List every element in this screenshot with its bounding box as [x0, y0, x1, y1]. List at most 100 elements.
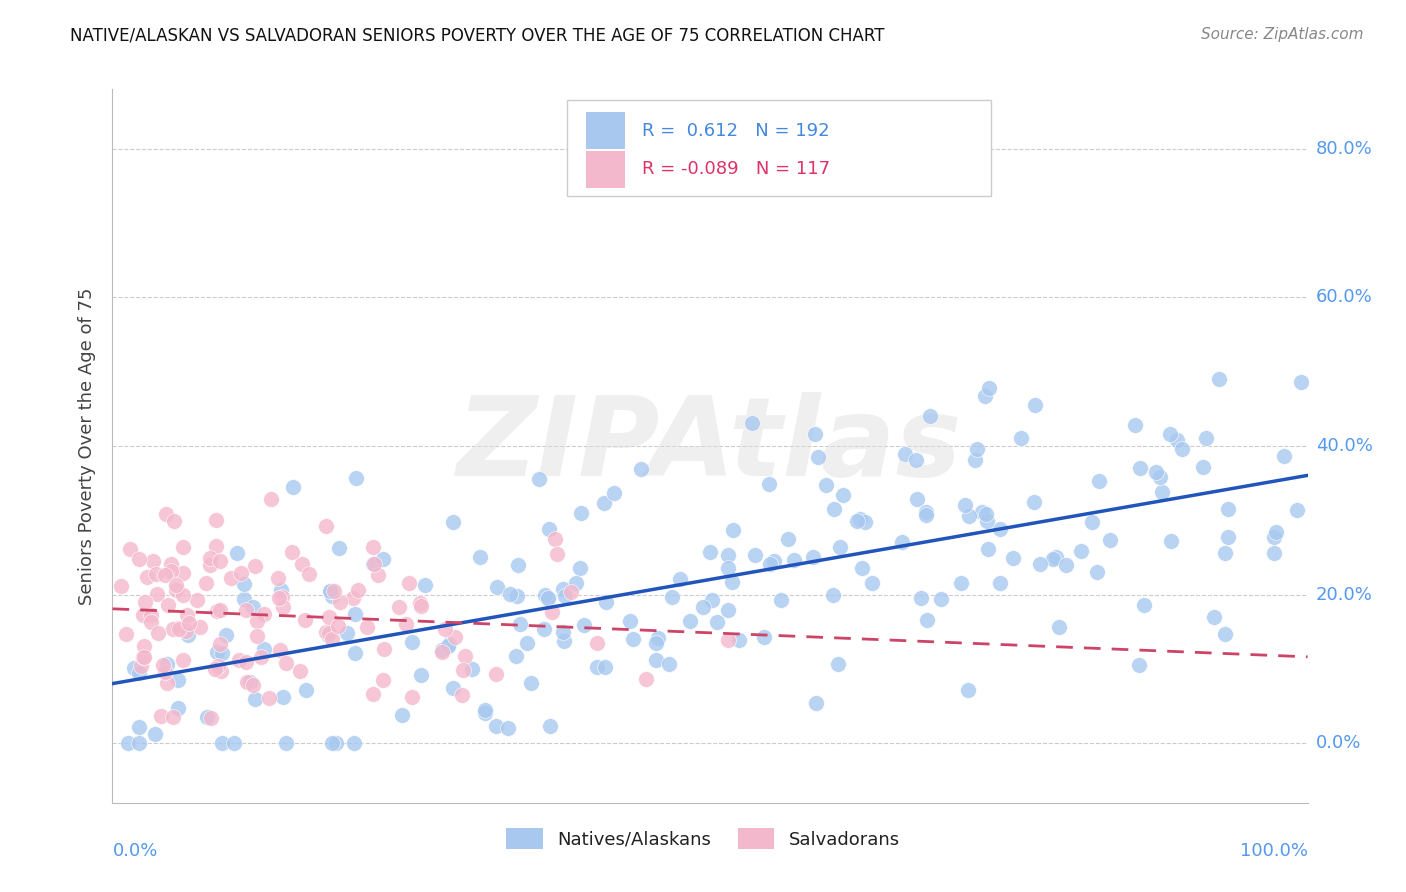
Point: [717, 603, 740, 617]
Point: [145, 566, 167, 581]
Point: [915, 613, 938, 627]
Point: [918, 409, 941, 424]
Point: [904, 453, 927, 467]
Point: [543, 532, 565, 546]
Point: [281, 544, 304, 558]
Point: [146, 625, 169, 640]
Point: [231, 566, 253, 580]
Point: [117, 736, 139, 750]
Point: [1028, 557, 1050, 571]
Text: NATIVE/ALASKAN VS SALVADORAN SENIORS POVERTY OVER THE AGE OF 75 CORRELATION CHAR: NATIVE/ALASKAN VS SALVADORAN SENIORS POV…: [70, 27, 884, 45]
Point: [460, 662, 482, 676]
Point: [586, 659, 609, 673]
Point: [1150, 485, 1173, 500]
Point: [963, 453, 986, 467]
Point: [205, 513, 228, 527]
Point: [141, 608, 163, 623]
Point: [957, 509, 980, 524]
Point: [485, 719, 508, 733]
Text: 80.0%: 80.0%: [1316, 140, 1372, 158]
Point: [1010, 431, 1032, 445]
Point: [508, 558, 530, 573]
Point: [1099, 533, 1122, 547]
Point: [586, 635, 609, 649]
Point: [1192, 460, 1215, 475]
Point: [1195, 431, 1218, 445]
Point: [361, 558, 384, 572]
Point: [830, 540, 852, 554]
Point: [988, 522, 1011, 536]
Point: [474, 706, 496, 720]
Point: [966, 442, 988, 456]
Point: [645, 653, 668, 667]
Point: [976, 514, 998, 528]
Point: [441, 681, 464, 695]
Point: [177, 628, 200, 642]
Point: [118, 541, 141, 556]
Point: [432, 645, 454, 659]
Point: [804, 427, 827, 442]
Point: [318, 610, 340, 624]
Point: [1218, 502, 1240, 516]
Point: [186, 592, 208, 607]
Point: [976, 507, 998, 521]
Point: [208, 603, 231, 617]
Point: [1081, 515, 1104, 529]
Point: [152, 657, 174, 672]
Point: [228, 653, 250, 667]
Point: [1047, 620, 1070, 634]
Point: [253, 642, 276, 657]
Point: [1085, 565, 1108, 579]
Point: [979, 381, 1001, 395]
Point: [342, 591, 364, 605]
Point: [630, 462, 652, 476]
Text: 0.0%: 0.0%: [112, 842, 157, 860]
Point: [205, 540, 228, 554]
Point: [692, 600, 714, 615]
Point: [619, 614, 641, 628]
Point: [208, 637, 231, 651]
Point: [565, 575, 588, 590]
Point: [211, 646, 233, 660]
Point: [827, 657, 849, 671]
Point: [200, 710, 222, 724]
Point: [209, 553, 232, 567]
Point: [224, 736, 246, 750]
Point: [845, 514, 868, 528]
Point: [343, 607, 366, 622]
Point: [132, 640, 155, 654]
Point: [486, 581, 509, 595]
Point: [1088, 474, 1111, 488]
Point: [253, 607, 276, 622]
Point: [1216, 530, 1239, 544]
Point: [269, 642, 291, 657]
Point: [1263, 545, 1285, 559]
Point: [569, 506, 592, 520]
Point: [142, 554, 165, 568]
Point: [409, 596, 432, 610]
Point: [546, 547, 568, 561]
Point: [395, 616, 418, 631]
Point: [328, 541, 350, 556]
Point: [153, 568, 176, 582]
Point: [1001, 551, 1024, 566]
Point: [276, 657, 298, 671]
Point: [321, 589, 343, 603]
Point: [367, 568, 389, 582]
Point: [388, 599, 411, 614]
Point: [644, 636, 666, 650]
Point: [297, 567, 319, 582]
Point: [814, 478, 837, 492]
Point: [150, 709, 173, 723]
Point: [496, 721, 519, 735]
Point: [401, 690, 423, 704]
Point: [128, 736, 150, 750]
Point: [537, 592, 560, 607]
Point: [1213, 546, 1236, 560]
Point: [281, 480, 304, 494]
Point: [162, 622, 184, 636]
Point: [851, 561, 873, 575]
Point: [172, 566, 194, 580]
Point: [499, 586, 522, 600]
Point: [343, 647, 366, 661]
